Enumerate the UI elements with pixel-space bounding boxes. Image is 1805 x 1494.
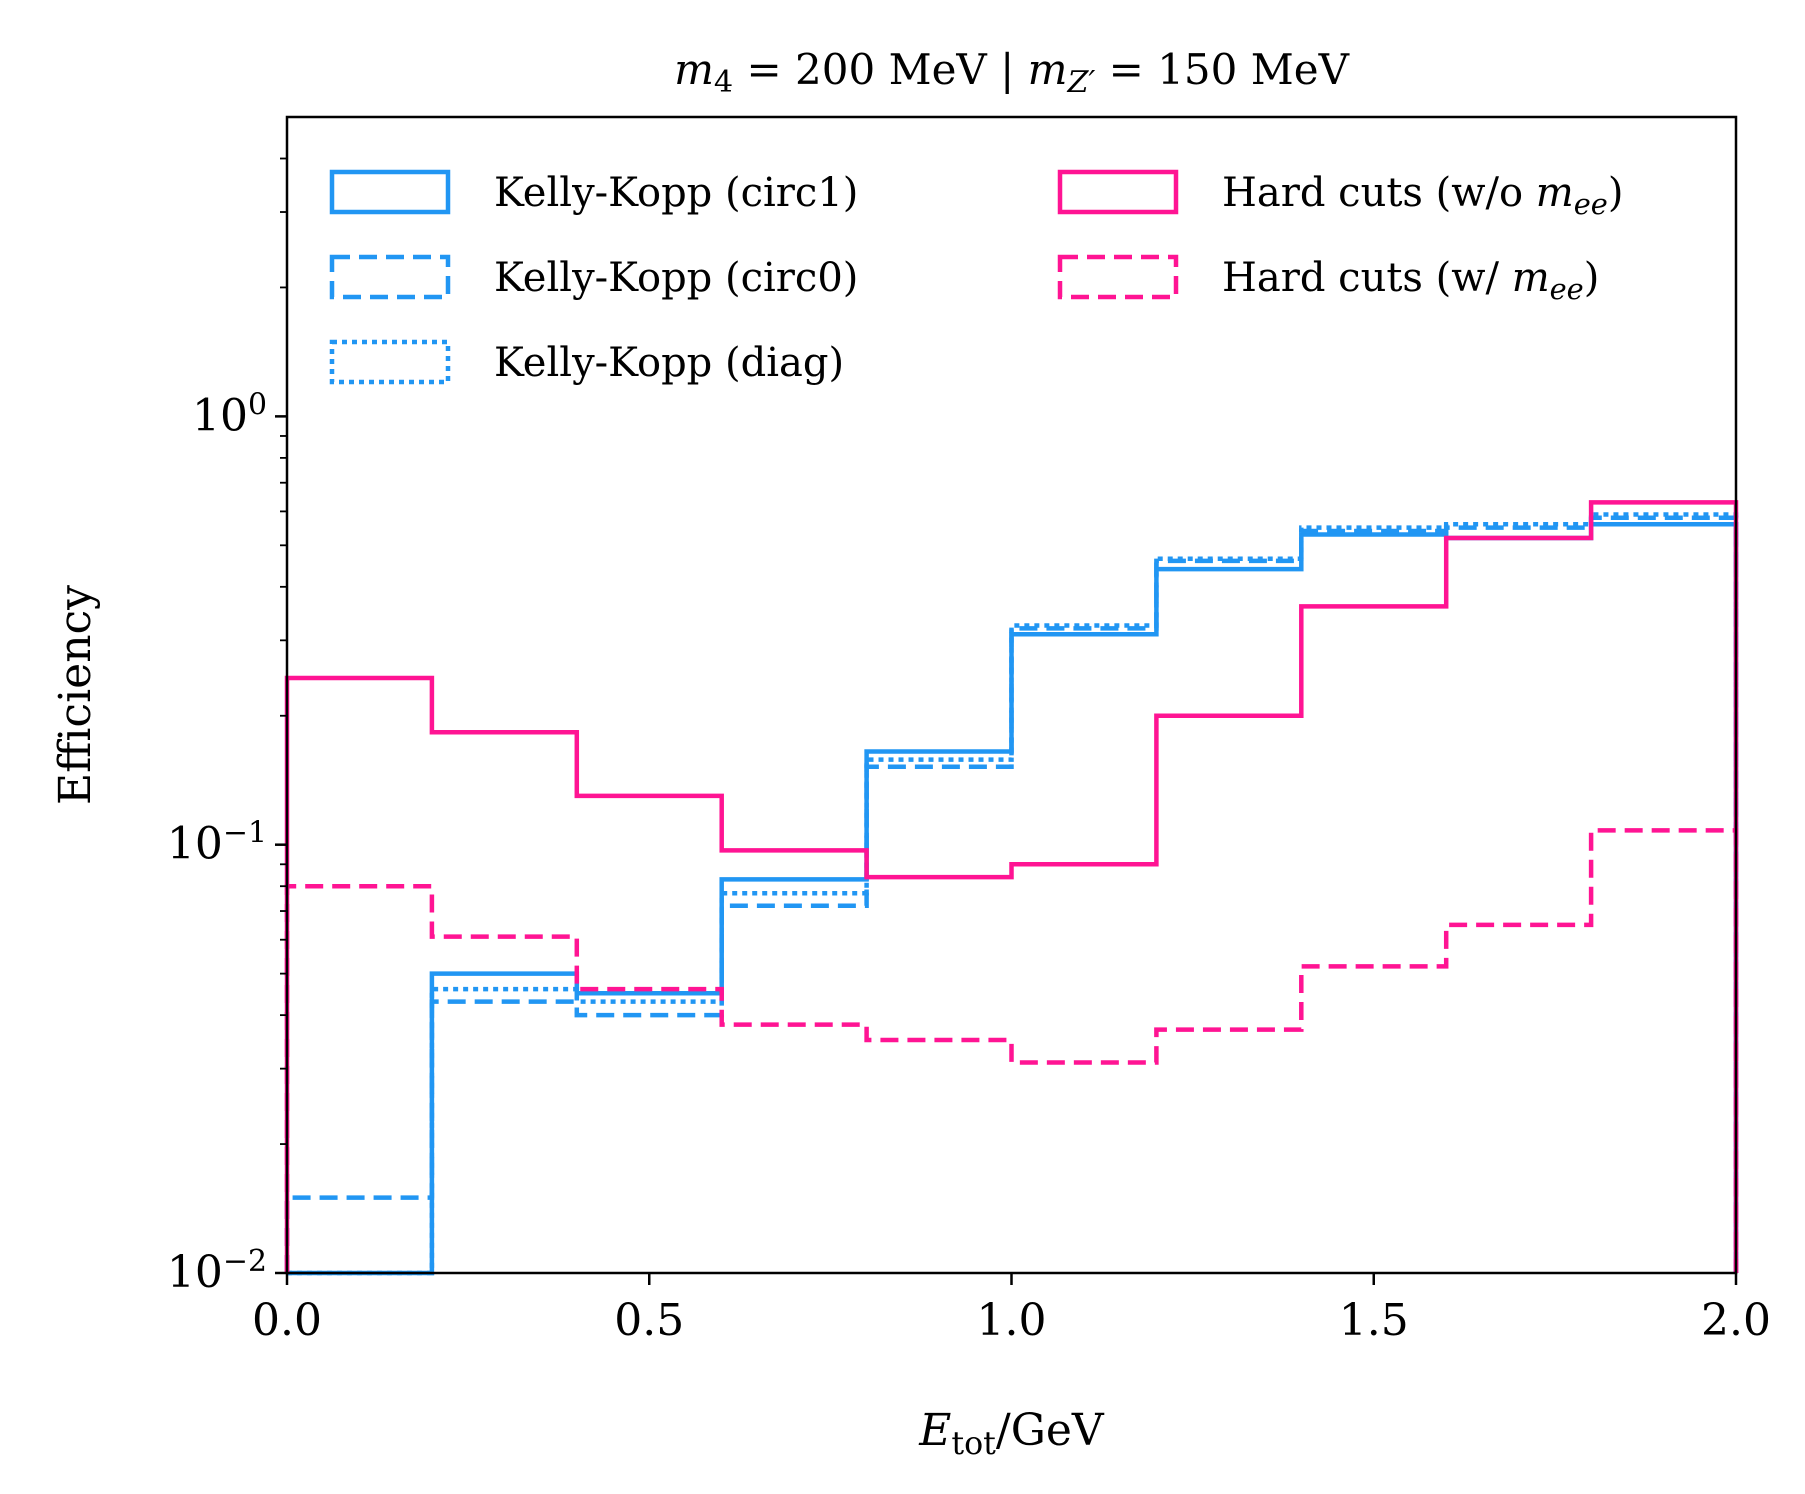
legend-item-1: Kelly-Kopp (circ0)	[329, 254, 858, 301]
y-tick-label-0: 10−2	[167, 1244, 267, 1299]
x-axis-title-part-0: E	[918, 1405, 951, 1456]
legend-label-4-part-2: ee	[1550, 272, 1584, 306]
legend-label-2: Kelly-Kopp (diag)	[494, 340, 844, 386]
series-line-hard-cuts-w-m-ee-	[284, 828, 1739, 1273]
legend-label-3-part-0: Hard cuts (w/o	[1222, 170, 1536, 216]
chart-title-part-4: Z′	[1066, 65, 1095, 100]
chart-title-part-1: 4	[714, 65, 733, 100]
legend-item-2: Kelly-Kopp (diag)	[329, 339, 844, 386]
y-tick-base-0: 10	[167, 1247, 223, 1298]
chart-title-part-2: = 200 MeV |	[733, 45, 1027, 94]
legend-swatch-4	[1057, 254, 1179, 300]
y-tick-base-1: 10	[167, 819, 223, 870]
legend-label-3-part-1: m	[1536, 170, 1574, 216]
x-tick-label-4: 2.0	[1701, 1295, 1771, 1346]
legend-swatch-1	[329, 254, 451, 300]
x-axis-title-part-2: /GeV	[996, 1405, 1105, 1456]
legend-label-0-part-0: Kelly-Kopp (circ1)	[494, 170, 858, 216]
x-axis-title-part-1: tot	[951, 1426, 996, 1462]
y-tick-exp-1: −1	[223, 815, 267, 850]
labels-layer: m4 = 200 MeV | mZ′ = 150 MeVEtot/GeVEffi…	[50, 45, 1350, 1462]
series-layer	[284, 500, 1739, 1276]
series-line-hard-cuts-w-o-m-ee-	[284, 500, 1739, 1273]
y-tick-exp-2: 0	[248, 387, 267, 422]
legend-label-3: Hard cuts (w/o mee)	[1222, 170, 1623, 221]
y-tick-base-2: 10	[192, 390, 248, 441]
legend-label-3-part-3: )	[1608, 170, 1624, 216]
legend-label-4: Hard cuts (w/ mee)	[1222, 255, 1599, 306]
chart-title-part-3: m	[1028, 45, 1068, 94]
legend-item-4: Hard cuts (w/ mee)	[1057, 254, 1599, 306]
legend-label-4-part-0: Hard cuts (w/	[1222, 255, 1512, 301]
legend-label-4-part-1: m	[1512, 255, 1550, 301]
legend-label-1: Kelly-Kopp (circ0)	[494, 255, 858, 301]
legend-label-1-part-0: Kelly-Kopp (circ0)	[494, 255, 858, 301]
legend: Kelly-Kopp (circ1) Kelly-Kopp (circ0) Kell…	[329, 169, 1623, 386]
legend-label-3-part-2: ee	[1574, 187, 1608, 221]
legend-item-0: Kelly-Kopp (circ1)	[329, 169, 858, 216]
x-tick-label-0: 0.0	[252, 1295, 322, 1346]
x-tick-label-2: 1.0	[977, 1295, 1047, 1346]
chart-title-part-0: m	[674, 45, 714, 94]
chart-title-part-5: = 150 MeV	[1095, 45, 1349, 94]
y-axis-title: Efficiency	[50, 585, 101, 805]
legend-label-0: Kelly-Kopp (circ1)	[494, 170, 858, 216]
legend-swatch-3	[1057, 169, 1179, 215]
y-tick-label-1: 10−1	[167, 815, 267, 870]
y-tick-label-2: 100	[192, 387, 267, 442]
legend-swatch-0	[329, 169, 451, 215]
legend-label-4-part-3: )	[1584, 255, 1600, 301]
legend-swatch-2	[329, 339, 451, 385]
series-line-kelly-kopp-circ0-	[284, 515, 1739, 1273]
chart-title: m4 = 200 MeV | mZ′ = 150 MeV	[674, 45, 1350, 100]
x-tick-label-1: 0.5	[614, 1295, 684, 1346]
x-tick-label-3: 1.5	[1339, 1295, 1409, 1346]
x-axis-title: Etot/GeV	[918, 1405, 1105, 1462]
y-tick-exp-0: −2	[223, 1244, 267, 1279]
legend-item-3: Hard cuts (w/o mee)	[1057, 169, 1623, 221]
legend-label-2-part-0: Kelly-Kopp (diag)	[494, 340, 844, 386]
